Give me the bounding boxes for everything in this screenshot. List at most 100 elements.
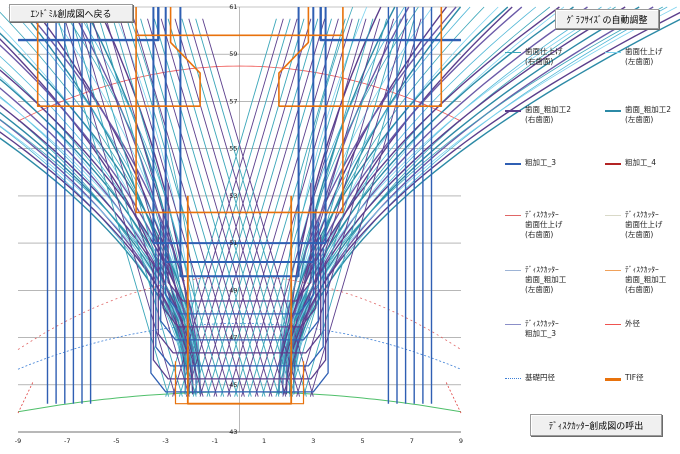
- legend-label: 歯面_粗加工2 (右歯面): [525, 105, 572, 124]
- cross-path-a: [172, 18, 284, 397]
- cross-path-a: [268, 18, 381, 397]
- legend-label: TIF径: [625, 373, 644, 382]
- cross-path-b: [78, 18, 190, 397]
- x-tick-label: 1: [262, 437, 266, 445]
- cross-path-b: [174, 18, 287, 397]
- tif-center-box: [135, 7, 344, 214]
- flank-path-left: [60, 6, 197, 395]
- x-tick-label: -5: [113, 437, 119, 445]
- legend-swatch: [605, 378, 621, 381]
- legend-swatch: [505, 324, 521, 325]
- cross-path-a: [192, 18, 305, 397]
- cross-path-b: [140, 18, 252, 397]
- cross-path-a: [309, 18, 422, 397]
- cross-path-b: [202, 18, 314, 397]
- cross-path-a: [213, 18, 326, 397]
- legend-swatch: [505, 110, 521, 112]
- legend-label: ﾃﾞｨｽｸｶｯﾀｰ 粗加工_3: [525, 319, 559, 338]
- y-tick-label: 55: [229, 145, 237, 153]
- legend-label: 外径: [625, 319, 640, 328]
- cross-path-a: [165, 18, 277, 397]
- cross-path-b: [57, 18, 170, 397]
- legend-swatch: [605, 163, 621, 165]
- flank-path-right: [278, 6, 663, 395]
- x-tick-label: -9: [15, 437, 21, 445]
- rough-bottom-path: [162, 208, 317, 328]
- y-tick-label: 43: [229, 428, 237, 436]
- legend-label: 歯面仕上げ (右歯面): [525, 47, 563, 66]
- legend-label: ﾃﾞｨｽｸｶｯﾀｰ 歯面仕上げ (左歯面): [625, 210, 663, 239]
- tif-right-box: [278, 7, 443, 107]
- x-tick-label: -3: [162, 437, 168, 445]
- cross-path-b: [64, 18, 176, 397]
- flank-path-right: [285, 6, 640, 395]
- rough-bottom-path: [157, 234, 322, 354]
- cross-path-a: [282, 18, 395, 397]
- tif-left-box: [36, 7, 201, 107]
- x-tick-label: 7: [410, 437, 414, 445]
- rough3-box: [152, 7, 327, 245]
- cross-path-a: [261, 18, 374, 397]
- legend-swatch: [505, 215, 521, 216]
- y-tick-label: 45: [229, 381, 237, 389]
- cross-path-b: [195, 18, 307, 397]
- outer-diameter-arc: [17, 65, 462, 122]
- legend-label: 歯面_粗加工2 (左歯面): [625, 105, 672, 124]
- cross-path-b: [167, 18, 280, 397]
- cross-path-a: [241, 18, 353, 397]
- y-tick-label: 51: [229, 239, 237, 247]
- edge-dash-left: [17, 382, 34, 414]
- disc-cutter-diagram-button[interactable]: ﾃﾞｨｽｸｶｯﾀｰ創成図の呼出: [530, 414, 662, 436]
- rough-bottom-path: [165, 195, 314, 315]
- flank-path-left: [0, 131, 194, 395]
- endmill-diagram-button[interactable]: ｴﾝﾄﾞﾐﾙ創成図へ戻る: [9, 4, 133, 22]
- y-tick-label: 49: [229, 286, 237, 294]
- flank-path-right: [285, 6, 588, 395]
- edge-dash-right: [445, 382, 462, 414]
- legend-swatch: [505, 163, 521, 165]
- cross-path-a: [227, 18, 339, 397]
- y-tick-label: 47: [229, 334, 237, 342]
- flank-path-left: [0, 137, 190, 395]
- cross-path-a: [234, 18, 346, 397]
- flank-path-right: [289, 18, 680, 395]
- base-circle-arc: [17, 323, 462, 370]
- legend-label: ﾃﾞｨｽｸｶｯﾀｰ 歯面仕上げ (右歯面): [525, 210, 563, 239]
- legend-label: 基礎円径: [525, 373, 555, 382]
- y-tick-label: 61: [229, 3, 237, 11]
- legend-label: 歯面仕上げ (左歯面): [625, 47, 663, 66]
- auto-graph-size-button[interactable]: ｸﾞﾗﾌｻｲｽﾞの自動調整: [555, 9, 659, 29]
- legend-swatch: [605, 270, 621, 271]
- legend-label: 粗加工_4: [625, 158, 657, 167]
- tif-bottom-outer: [174, 361, 305, 405]
- rough-bottom-path: [150, 273, 329, 393]
- rough-bottom-path: [155, 247, 324, 367]
- tif-neck-left: [169, 7, 201, 107]
- legend-label: ﾃﾞｨｽｸｶｯﾀｰ 歯面_粗加工 (右歯面): [625, 265, 667, 294]
- rough3-box: [179, 7, 300, 278]
- rough3-box: [164, 7, 315, 263]
- legend-label: 粗加工_3: [525, 158, 557, 167]
- x-tick-label: 3: [311, 437, 315, 445]
- cross-path-b: [153, 18, 266, 397]
- cross-path-b: [133, 18, 245, 397]
- y-tick-label: 57: [229, 97, 237, 105]
- flank-path-left: [0, 38, 187, 395]
- cross-path-b: [126, 18, 238, 397]
- cross-path-b: [105, 18, 218, 397]
- x-tick-label: 5: [360, 437, 364, 445]
- flank-path-left: [0, 87, 194, 395]
- x-tick-label: 9: [459, 437, 463, 445]
- legend-swatch: [605, 324, 621, 325]
- legend-swatch: [605, 110, 621, 112]
- y-tick-label: 53: [229, 192, 237, 200]
- flank-path-right: [282, 6, 677, 395]
- flank-path-left: [0, 111, 194, 395]
- cross-path-a: [247, 18, 360, 397]
- cross-path-a: [275, 18, 388, 397]
- flank-path-right: [285, 6, 382, 395]
- cross-path-b: [119, 18, 232, 397]
- cross-path-b: [84, 18, 197, 397]
- cross-path-a: [289, 18, 401, 397]
